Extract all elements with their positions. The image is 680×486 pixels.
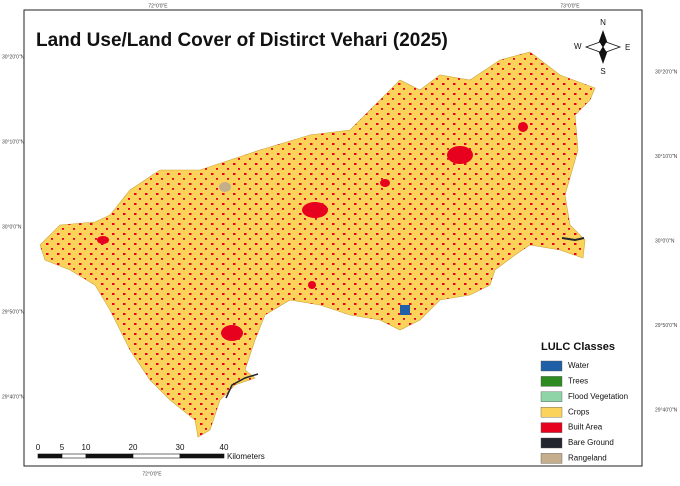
latitude-label: 30°10'0"N	[2, 139, 25, 145]
scale-label: 10	[82, 443, 91, 452]
latitude-label: 30°10'0"N	[655, 154, 678, 160]
map-title: Land Use/Land Cover of Distirct Vehari (…	[36, 30, 448, 51]
latitude-label: 30°20'0"N	[655, 69, 678, 75]
legend-swatch	[540, 422, 563, 433]
coordinate-labels: 72°0'0"E 73°0'0"E 72°0'0"E 30°20'0"N 30°10'0…	[2, 3, 678, 477]
legend-label: Flood Vegetation	[568, 392, 628, 401]
scale-segment	[132, 453, 181, 459]
legend-swatch	[540, 391, 563, 402]
bare-ground	[225, 373, 259, 399]
west-label: W	[574, 42, 582, 51]
scale-segment	[85, 453, 134, 459]
longitude-label: 72°0'0"E	[148, 3, 168, 9]
water-body	[400, 305, 410, 315]
rangeland	[219, 182, 231, 192]
scale-segment	[61, 453, 87, 459]
latitude-label: 30°0'0"N	[2, 224, 22, 230]
scale-segment	[179, 453, 225, 459]
scale-label: 40	[220, 443, 229, 452]
latitude-label: 29°50'0"N	[2, 309, 25, 315]
latitude-label: 30°20'0"N	[2, 54, 25, 60]
north-label: N	[600, 18, 606, 27]
latitude-label: 29°40'0"N	[655, 407, 678, 413]
scale-label: 30	[176, 443, 185, 452]
legend-swatch	[540, 437, 563, 449]
legend-swatch	[540, 453, 563, 464]
north-arrow: N S E W	[574, 18, 630, 76]
legend-swatch	[540, 407, 563, 418]
scale-label: 20	[129, 443, 138, 452]
east-label: E	[625, 43, 630, 52]
legend-label: Bare Ground	[568, 438, 614, 447]
latitude-label: 29°50'0"N	[655, 323, 678, 329]
district-map	[39, 51, 596, 438]
legend-label: Crops	[568, 407, 589, 416]
legend-swatch	[540, 360, 563, 372]
scale-label: 5	[60, 443, 65, 452]
legend: Water Trees Flood Vegetation Crops Built Are…	[540, 360, 628, 464]
longitude-label: 72°0'0"E	[142, 471, 162, 477]
scale-unit: Kilometers	[227, 452, 265, 461]
south-label: S	[600, 67, 605, 76]
latitude-label: 29°40'0"N	[2, 394, 25, 400]
cities	[97, 122, 528, 341]
latitude-label: 30°0'0"N	[655, 238, 675, 244]
scale-segment	[37, 453, 63, 459]
legend-label: Built Area	[568, 423, 603, 432]
longitude-label: 73°0'0"E	[560, 3, 580, 9]
legend-label: Trees	[568, 377, 588, 386]
bare-ground	[561, 237, 585, 242]
legend-title: LULC Classes	[541, 341, 615, 353]
legend-label: Water	[568, 361, 589, 370]
legend-swatch	[540, 376, 563, 387]
legend-label: Rangeland	[568, 454, 607, 463]
scale-label: 0	[36, 443, 41, 452]
